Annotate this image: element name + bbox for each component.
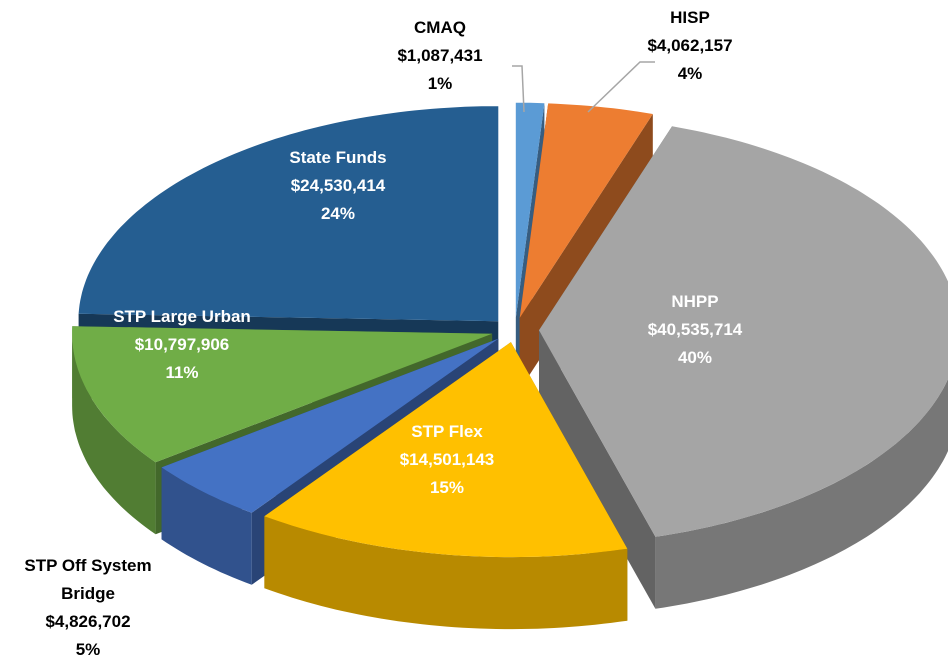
- category-name: State Funds: [289, 148, 387, 167]
- slice-top: [539, 126, 948, 537]
- slice-wall: [161, 467, 252, 585]
- slice-label: STP Off System Bridge $4,826,702 5%: [13, 552, 163, 664]
- slice-label: STP Large Urban $10,797,906 11%: [113, 303, 251, 387]
- percent-label: 15%: [429, 478, 465, 497]
- slice-top: [72, 326, 493, 463]
- slice-top: [515, 102, 545, 318]
- category-name: CMAQ: [414, 18, 466, 37]
- slice-wall: [655, 379, 948, 609]
- value-label: $14,501,143: [399, 450, 495, 469]
- slice-side: [539, 330, 656, 609]
- slice-top: [519, 103, 653, 318]
- category-name: STP Off System Bridge: [24, 556, 152, 603]
- percent-label: 24%: [320, 204, 356, 223]
- slice-top: [161, 338, 499, 513]
- slice-label: State Funds $24,530,414 24%: [289, 144, 386, 228]
- category-name: NHPP: [671, 292, 719, 311]
- category-name: HISP: [670, 8, 710, 27]
- percent-label: 5%: [75, 640, 101, 659]
- percent-label: 40%: [677, 348, 713, 367]
- value-label: $40,535,714: [647, 320, 743, 339]
- value-label: $24,530,414: [290, 176, 386, 195]
- slice-label: HISP $4,062,157 4%: [647, 4, 732, 88]
- slice-label: CMAQ $1,087,431 1%: [397, 14, 482, 98]
- slice-label: NHPP $40,535,714 40%: [648, 288, 743, 372]
- percent-label: 11%: [165, 363, 199, 382]
- leader-line: [512, 65, 525, 113]
- value-label: $4,062,157: [647, 36, 733, 55]
- slice-wall: [72, 333, 156, 535]
- slice-top: [264, 342, 628, 558]
- slice-wall: [264, 516, 628, 630]
- category-name: STP Flex: [411, 422, 483, 441]
- slice-top: [78, 106, 499, 322]
- pie-slice: [539, 126, 948, 609]
- pie-slice: [264, 342, 628, 630]
- percent-label: 4%: [677, 64, 703, 83]
- value-label: $10,797,906: [134, 335, 230, 354]
- value-label: $4,826,702: [45, 612, 131, 631]
- leader-line: [587, 61, 655, 113]
- category-name: STP Large Urban: [113, 307, 251, 326]
- percent-label: 1%: [427, 74, 453, 93]
- slice-label: STP Flex $14,501,143 15%: [400, 418, 495, 502]
- value-label: $1,087,431: [397, 46, 483, 65]
